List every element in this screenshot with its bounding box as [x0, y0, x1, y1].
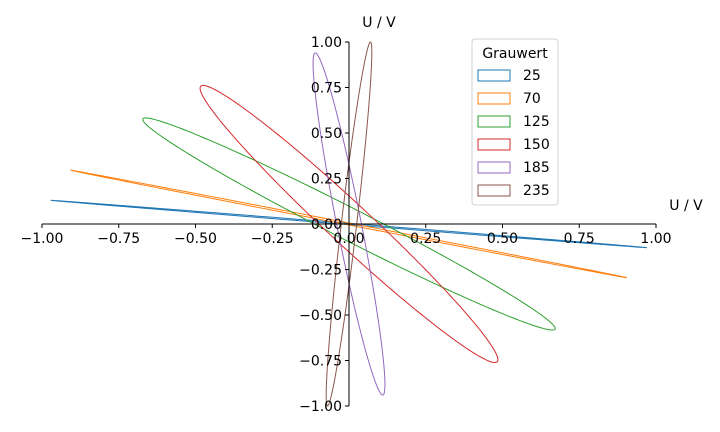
y-tick-label: −0.75: [299, 354, 342, 370]
x-tick-label: 0.00: [333, 231, 364, 247]
legend-swatch-235: [477, 184, 511, 197]
x-tick-label: 0.50: [487, 231, 518, 247]
legend-swatch-125: [477, 115, 511, 128]
legend: Grauwert 25 70 125 150 185 235: [471, 38, 559, 206]
x-tick-label: −0.75: [97, 231, 140, 247]
x-tick-label: 1.00: [640, 231, 671, 247]
legend-swatch-70: [477, 92, 511, 105]
legend-label-235: 235: [523, 183, 550, 199]
plot-area: [50, 41, 648, 407]
x-tick-label: 0.75: [564, 231, 595, 247]
series-125-line: [142, 117, 556, 331]
x-axis-label: U / V: [669, 198, 703, 214]
y-tick-label: 0.50: [311, 126, 342, 142]
legend-label-25: 25: [523, 68, 541, 84]
legend-swatch-150: [477, 138, 511, 151]
y-tick-label: 0.25: [311, 172, 342, 188]
series-150-line: [199, 84, 499, 364]
legend-swatch-25: [477, 69, 511, 82]
legend-label-70: 70: [523, 91, 541, 107]
y-tick-label: −0.25: [299, 263, 342, 279]
legend-label-125: 125: [523, 114, 550, 130]
legend-title: Grauwert: [482, 46, 548, 62]
legend-swatch-185: [477, 161, 511, 174]
series-25-line: [50, 199, 648, 249]
x-tick-label: 0.25: [410, 231, 441, 247]
x-tick-label: −1.00: [21, 231, 64, 247]
series-185-line: [312, 52, 386, 396]
y-tick-label: −0.50: [299, 308, 342, 324]
y-axis-label: U / V: [362, 15, 396, 31]
y-tick-label: 0.75: [311, 81, 342, 97]
x-axis-ticks: −1.00 −0.75 −0.50 −0.25 0.00 0.25 0.50 0.75 1.00: [21, 224, 672, 247]
y-tick-label: 1.00: [311, 35, 342, 51]
series-235-line: [325, 41, 373, 407]
x-tick-label: −0.25: [251, 231, 294, 247]
y-tick-label: −1.00: [299, 399, 342, 415]
y-tick-label: 0.00: [311, 217, 342, 233]
legend-label-150: 150: [523, 137, 550, 153]
legend-label-185: 185: [523, 160, 550, 176]
y-axis-ticks: −1.00 −0.75 −0.50 −0.25 0.00 0.25 0.50 0.75 1.00: [299, 35, 349, 415]
x-tick-label: −0.50: [174, 231, 217, 247]
series-70-line: [69, 169, 628, 279]
